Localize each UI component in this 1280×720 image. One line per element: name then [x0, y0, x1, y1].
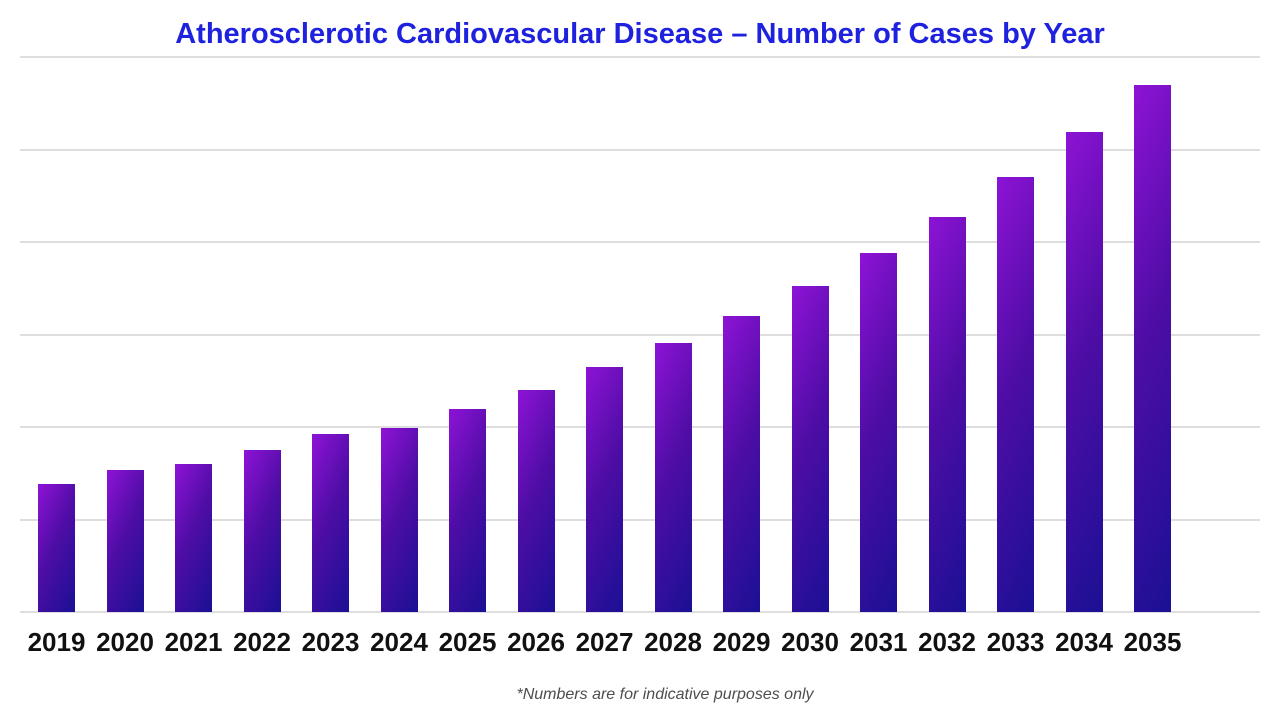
chart-title: Atherosclerotic Cardiovascular Disease –…	[175, 18, 1105, 50]
bar-cell: 2019	[28, 57, 85, 657]
bar-2030	[791, 286, 829, 612]
x-axis-label: 2035	[1123, 627, 1182, 657]
bar-2032	[928, 217, 966, 612]
bar-2033	[997, 177, 1034, 612]
bar-cell: 2029	[713, 57, 770, 657]
bar-cell: 2027	[576, 57, 633, 657]
plot-area: 2019 2020 2021 2022 2023 2024 2025 2026 2027 2028…	[20, 56, 1260, 657]
bar-2034	[1065, 131, 1103, 612]
bar-cell: 2021	[165, 57, 222, 657]
bar-cell: 2028	[644, 57, 702, 657]
x-axis-label: 2031	[849, 627, 908, 657]
x-axis-label: 2032	[918, 627, 976, 657]
x-axis-label: 2025	[438, 627, 497, 657]
bar-cell: 2033	[987, 57, 1044, 657]
x-axis-label: 2034	[1055, 627, 1113, 657]
bar-cell: 2025	[439, 57, 496, 657]
bar-cell: 2022	[233, 57, 291, 657]
bar-cell: 2023	[302, 57, 359, 657]
x-axis-label: 2033	[986, 627, 1045, 657]
x-axis-label: 2026	[507, 627, 565, 657]
bar-2029	[723, 316, 760, 612]
gridline	[20, 148, 1260, 151]
bar-2027	[586, 366, 623, 612]
x-axis-label: 2020	[96, 627, 154, 657]
bar-2024	[380, 427, 418, 612]
x-axis-label: 2024	[370, 627, 428, 657]
bar-2019	[38, 484, 75, 612]
bar-2022	[243, 450, 281, 612]
bar-cell: 2032	[918, 57, 976, 657]
gridline	[20, 56, 1260, 58]
bar-cell: 2024	[370, 57, 428, 657]
x-axis-label: 2028	[644, 627, 702, 657]
x-axis-label: 2023	[301, 627, 360, 657]
bar-2031	[860, 253, 897, 612]
x-axis-label: 2030	[781, 627, 839, 657]
bar-2021	[175, 464, 212, 612]
x-axis-label: 2019	[27, 627, 86, 657]
x-axis-label: 2029	[712, 627, 771, 657]
x-axis-label: 2022	[233, 627, 291, 657]
footnote: *Numbers are for indicative purposes onl…	[516, 686, 814, 703]
x-axis-label: 2021	[164, 627, 223, 657]
bar-cell: 2031	[850, 57, 907, 657]
bar-cell: 2026	[507, 57, 565, 657]
gridline	[20, 333, 1260, 336]
bar-2023	[312, 434, 349, 612]
gridline	[20, 241, 1260, 243]
bar-2026	[517, 390, 555, 612]
bar-2020	[106, 470, 144, 612]
bar-cell: 2020	[96, 57, 154, 657]
bars-row: 2019 2020 2021 2022 2023 2024 2025 2026 2027 2028…	[28, 57, 1181, 657]
bar-cell: 2035	[1124, 57, 1181, 657]
bar-2035	[1134, 84, 1171, 612]
bar-cell: 2034	[1055, 57, 1113, 657]
gridline	[20, 611, 1260, 613]
x-axis-label: 2027	[575, 627, 634, 657]
bar-2028	[654, 342, 692, 612]
bar-2025	[449, 409, 486, 612]
gridline	[20, 518, 1260, 521]
bar-cell: 2030	[781, 57, 839, 657]
gridline	[20, 426, 1260, 428]
